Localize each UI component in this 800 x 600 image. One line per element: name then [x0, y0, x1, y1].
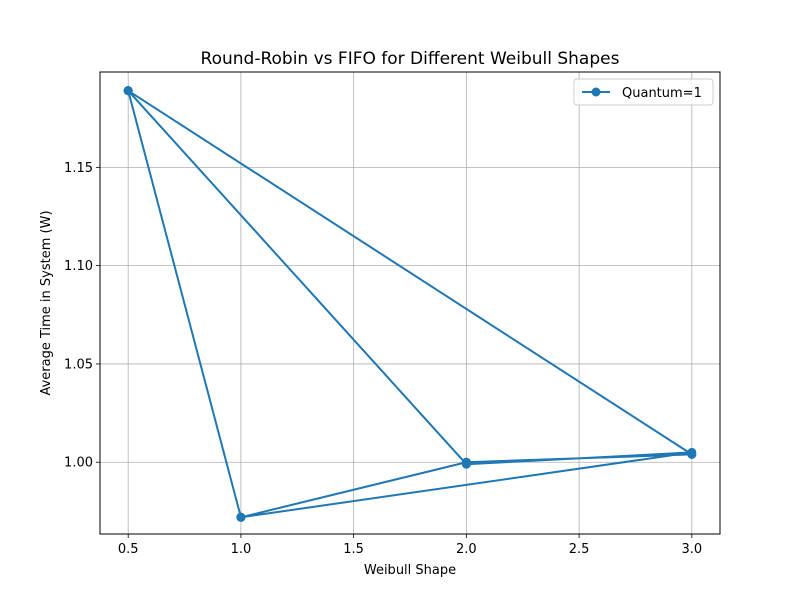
x-tick-label: 2.0	[456, 542, 477, 557]
x-tick-label: 0.5	[118, 542, 139, 557]
data-point-quantum-1	[123, 86, 133, 96]
x-tick-label: 1.5	[343, 542, 364, 557]
x-tick-label: 2.5	[569, 542, 590, 557]
y-tick-label: 1.10	[64, 259, 93, 274]
x-tick-label: 3.0	[681, 542, 702, 557]
ticks: 0.5 1.0 1.5 2.0 2.5 3.0 1.00 1.05 1.10 1.15	[64, 161, 702, 557]
y-tick-label: 1.05	[64, 357, 93, 372]
y-axis-title: Average Time in System (W)	[39, 210, 54, 395]
y-tick-label: 1.00	[64, 456, 93, 471]
legend-marker-quantum-1	[591, 87, 601, 97]
data-point-quantum-1	[687, 447, 697, 457]
data-point-quantum-1	[236, 512, 246, 522]
x-axis-title: Weibull Shape	[364, 563, 456, 578]
plot-frame	[99, 71, 721, 535]
legend-frame	[573, 78, 714, 106]
x-tick-label: 1.0	[231, 542, 252, 557]
data-point-quantum-1	[461, 459, 471, 469]
legend: Quantum=1	[573, 78, 714, 106]
y-tick-label: 1.15	[64, 161, 93, 176]
legend-label-quantum-1: Quantum=1	[622, 86, 702, 101]
chart-title: Round-Robin vs FIFO for Different Weibul…	[201, 49, 620, 69]
series-layer	[123, 86, 697, 522]
